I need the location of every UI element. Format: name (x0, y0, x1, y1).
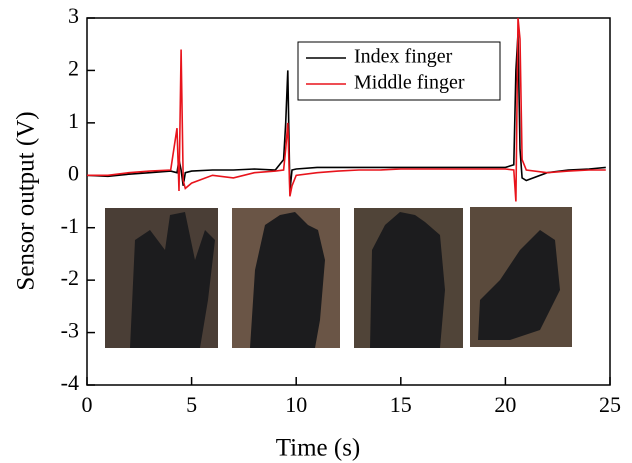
x-tick-label: 15 (390, 392, 412, 417)
y-tick-label: -4 (61, 370, 79, 395)
x-tick-label: 25 (599, 392, 621, 417)
y-tick-label: 2 (68, 55, 79, 80)
photo-insets (105, 207, 572, 348)
legend-label: Middle finger (354, 72, 465, 94)
glove (250, 212, 325, 348)
glove (130, 212, 215, 348)
y-tick-label: 1 (68, 108, 79, 133)
x-tick-label: 10 (285, 392, 307, 417)
x-axis-label: Time (s) (276, 435, 361, 462)
x-tick-label: 20 (494, 392, 516, 417)
legend-box (297, 41, 501, 101)
x-tick-label: 5 (186, 392, 197, 417)
y-axis-label: Sensor output (V) (13, 111, 40, 290)
y-tick-label: -1 (61, 213, 79, 238)
y-tick-label: 3 (68, 3, 79, 28)
data-line (86, 33, 606, 192)
y-tick-label: -3 (61, 318, 79, 343)
data-line (87, 17, 606, 202)
legend-label: Index finger (354, 46, 453, 68)
y-tick-label: -2 (61, 265, 79, 290)
x-tick-label: 0 (82, 392, 93, 417)
plot-frame (86, 17, 611, 386)
y-tick-label: 0 (68, 160, 79, 185)
glove (478, 230, 560, 340)
glove (370, 212, 445, 348)
